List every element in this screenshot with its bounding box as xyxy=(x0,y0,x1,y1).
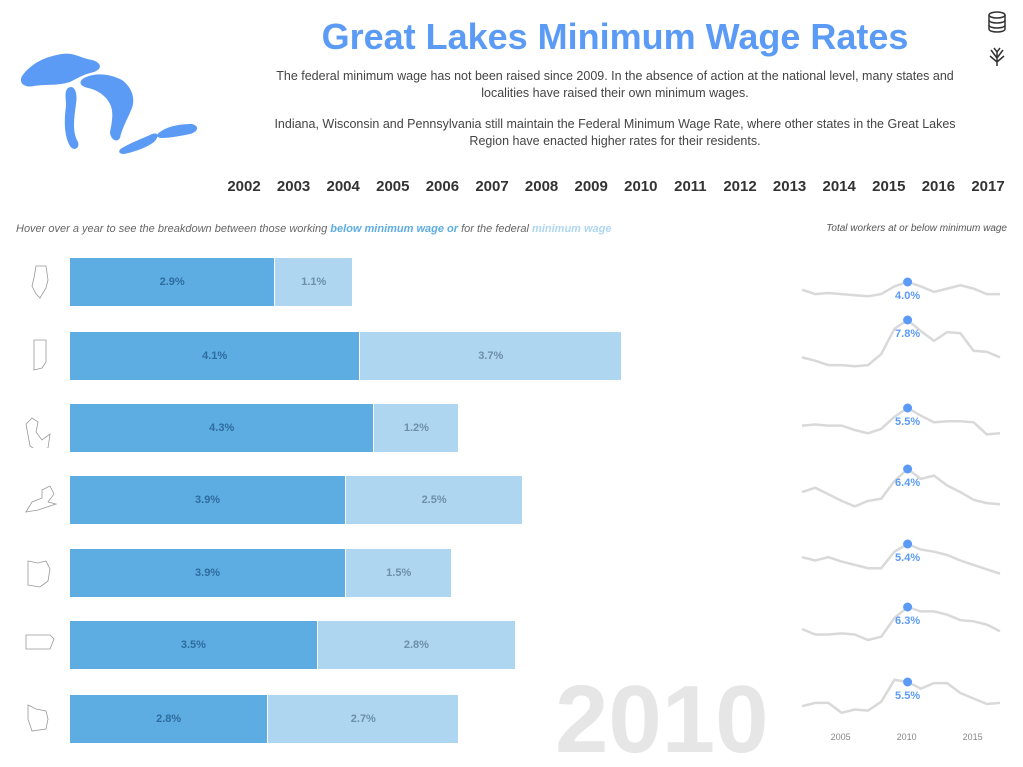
year-2006[interactable]: 2006 xyxy=(425,178,460,195)
year-2007[interactable]: 2007 xyxy=(475,178,509,195)
year-2003[interactable]: 2003 xyxy=(276,178,311,195)
state-outline-indiana-icon xyxy=(33,339,47,371)
hover-note-text: Hover over a year to see the breakdown b… xyxy=(16,223,331,235)
sparkline-highlight-point[interactable] xyxy=(903,403,913,413)
description-paragraph-2: Indiana, Wisconsin and Pennsylvania stil… xyxy=(274,117,956,148)
year-2016[interactable]: 2016 xyxy=(921,178,956,195)
legend-minimum-wage: minimum wage xyxy=(532,223,612,235)
sparkline-x-tick: 2015 xyxy=(962,732,983,742)
sparkline-value-label: 5.4% xyxy=(895,552,921,564)
year-2014[interactable]: 2014 xyxy=(822,178,856,195)
minimum-wage-bar[interactable]: 2.5% xyxy=(346,476,523,524)
sparkline-value-label: 6.4% xyxy=(895,477,921,489)
year-2013[interactable]: 2013 xyxy=(772,178,807,195)
description-paragraph-1: The federal minimum wage has not been ra… xyxy=(276,69,954,100)
year-2008[interactable]: 2008 xyxy=(524,178,559,195)
sparkline-highlight-point[interactable] xyxy=(903,277,913,287)
sparkline-highlight-point[interactable] xyxy=(903,539,913,549)
year-2012[interactable]: 2012 xyxy=(723,178,757,195)
below-minimum-wage-bar[interactable]: 4.1% xyxy=(70,332,360,380)
year-2002[interactable]: 2002 xyxy=(227,178,261,195)
year-2011[interactable]: 2011 xyxy=(674,178,707,195)
below-minimum-wage-bar[interactable]: 2.8% xyxy=(70,695,268,743)
tableau-icon[interactable] xyxy=(986,44,1008,68)
sparkline-value-label: 6.3% xyxy=(895,615,921,627)
sparkline-value-label: 4.0% xyxy=(895,290,921,302)
sparkline-illinois[interactable] xyxy=(801,280,1000,298)
minimum-wage-bar[interactable]: 2.8% xyxy=(317,621,516,669)
minimum-wage-bar[interactable]: 2.7% xyxy=(268,695,459,743)
state-outline-new-york-icon xyxy=(25,485,58,513)
sparkline-highlight-point[interactable] xyxy=(903,602,913,612)
below-minimum-wage-bar[interactable]: 2.9% xyxy=(70,258,275,306)
year-2015[interactable]: 2015 xyxy=(872,178,906,195)
sparkline-new-york[interactable] xyxy=(801,467,1001,508)
year-2004[interactable]: 2004 xyxy=(326,178,360,195)
minimum-wage-bar[interactable]: 1.5% xyxy=(346,549,452,597)
legend-below-minimum-wage: below minimum wage or xyxy=(330,223,459,235)
minimum-wage-bar[interactable]: 3.7% xyxy=(360,332,622,380)
sparkline-highlight-point[interactable] xyxy=(903,315,913,325)
year-2009[interactable]: 2009 xyxy=(574,178,608,195)
state-outline-illinois-icon xyxy=(31,265,49,299)
sparkline-wisconsin[interactable] xyxy=(801,678,1001,715)
below-minimum-wage-bar[interactable]: 3.9% xyxy=(70,476,346,524)
year-2017[interactable]: 2017 xyxy=(971,178,1005,195)
sparkline-x-tick: 2010 xyxy=(896,732,917,742)
below-minimum-wage-bar[interactable]: 3.9% xyxy=(70,549,346,597)
year-2005[interactable]: 2005 xyxy=(376,178,410,195)
sparkline-title: Total workers at or below minimum wage xyxy=(826,223,1007,234)
description: The federal minimum wage has not been ra… xyxy=(260,68,970,150)
sparkline-pennsylvania[interactable] xyxy=(801,605,1001,642)
below-minimum-wage-bar[interactable]: 3.5% xyxy=(70,621,317,669)
sparkline-value-label: 5.5% xyxy=(895,416,921,428)
hover-instructions: Hover over a year to see the breakdown b… xyxy=(16,223,612,235)
state-outline-ohio-icon xyxy=(27,560,51,588)
sparkline-value-label: 5.5% xyxy=(895,690,921,702)
sparkline-highlight-point[interactable] xyxy=(903,464,913,474)
state-outline-pennsylvania-icon xyxy=(25,634,55,650)
sparkline-value-label: 7.8% xyxy=(895,328,921,340)
minimum-wage-bar[interactable]: 1.1% xyxy=(275,258,353,306)
sparkline-ohio[interactable] xyxy=(801,542,1001,575)
database-icon[interactable] xyxy=(986,10,1008,34)
state-outline-michigan-icon xyxy=(25,417,51,448)
minimum-wage-bar[interactable]: 1.2% xyxy=(374,404,459,452)
year-2010[interactable]: 2010 xyxy=(624,178,658,195)
sparkline-indiana[interactable] xyxy=(801,318,1001,368)
sparkline-x-tick: 2005 xyxy=(830,732,851,742)
selected-year-watermark: 2010 xyxy=(555,666,769,767)
hover-note-text-2: for the federal xyxy=(458,223,533,235)
sparkline-michigan[interactable] xyxy=(801,406,1001,436)
great-lakes-map-icon xyxy=(20,53,198,154)
below-minimum-wage-bar[interactable]: 4.3% xyxy=(70,404,374,452)
sparkline-highlight-point[interactable] xyxy=(903,677,913,687)
page-title: Great Lakes Minimum Wage Rates xyxy=(321,16,909,57)
state-outline-wisconsin-icon xyxy=(27,704,49,732)
